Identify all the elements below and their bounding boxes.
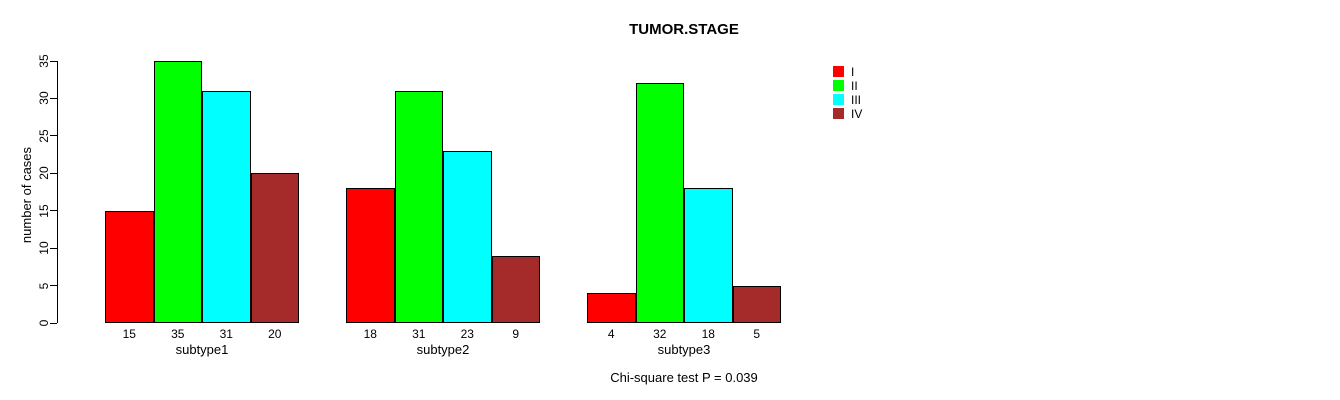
legend-item-label: IV <box>851 106 863 121</box>
legend-swatch-I <box>833 66 844 77</box>
bar-IV-subtype2 <box>491 255 540 323</box>
y-tick-label: 20 <box>37 166 51 180</box>
y-tick <box>50 60 57 62</box>
legend-item-I: I <box>833 64 862 79</box>
bar-II-subtype2 <box>394 90 443 323</box>
legend-swatch-II <box>833 80 844 91</box>
legend-item-II: II <box>833 78 862 93</box>
chi-square-annotation: Chi-square test P = 0.039 <box>610 370 758 385</box>
bar-value-label: 35 <box>171 327 185 341</box>
y-tick <box>50 285 57 287</box>
bar-value-label: 32 <box>653 327 667 341</box>
bar-value-label: 18 <box>363 327 377 341</box>
legend-item-III: III <box>833 92 862 107</box>
y-axis-line <box>57 61 58 323</box>
bar-III-subtype3 <box>684 188 733 323</box>
bar-value-label: 31 <box>412 327 426 341</box>
legend-item-label: I <box>851 64 855 79</box>
y-tick-label: 30 <box>37 91 51 106</box>
y-tick <box>50 210 57 212</box>
y-tick-label: 10 <box>37 241 51 255</box>
y-tick-label: 15 <box>37 204 51 218</box>
y-tick <box>50 172 57 174</box>
legend-swatch-IV <box>833 108 844 119</box>
bar-I-subtype1 <box>105 210 154 323</box>
x-category-label-subtype3: subtype3 <box>657 342 711 357</box>
bar-value-label: 23 <box>460 327 474 341</box>
y-tick-label: 0 <box>37 319 51 327</box>
legend-item-label: II <box>851 78 858 93</box>
y-tick-label: 35 <box>37 54 51 68</box>
bar-I-subtype3 <box>587 293 636 323</box>
y-tick <box>50 135 57 137</box>
y-tick <box>50 322 57 324</box>
legend-swatch-III <box>833 94 844 105</box>
legend-item-IV: IV <box>833 106 863 121</box>
bar-III-subtype2 <box>443 150 492 323</box>
bar-value-label: 5 <box>753 327 761 341</box>
legend: I II III IV <box>833 66 862 122</box>
bar-value-label: 15 <box>122 327 136 341</box>
bar-II-subtype3 <box>635 83 684 323</box>
bar-IV-subtype1 <box>250 173 299 323</box>
bar-value-label: 31 <box>219 327 233 341</box>
bar-value-label: 18 <box>701 327 715 341</box>
chart-title: TUMOR.STAGE <box>629 21 739 38</box>
legend-item-label: III <box>851 92 862 107</box>
bar-IV-subtype3 <box>732 285 781 323</box>
y-tick <box>50 97 57 99</box>
x-category-label-subtype1: subtype1 <box>175 342 229 357</box>
y-tick <box>50 247 57 249</box>
bar-value-label: 4 <box>607 327 615 341</box>
y-tick-label: 5 <box>37 282 51 289</box>
bar-I-subtype2 <box>346 188 395 323</box>
bar-III-subtype1 <box>202 90 251 323</box>
y-tick-label: 25 <box>37 129 51 143</box>
bar-value-label: 9 <box>512 327 520 341</box>
x-category-label-subtype2: subtype2 <box>416 342 470 357</box>
bar-value-label: 20 <box>268 327 282 341</box>
bar-II-subtype1 <box>153 61 202 323</box>
